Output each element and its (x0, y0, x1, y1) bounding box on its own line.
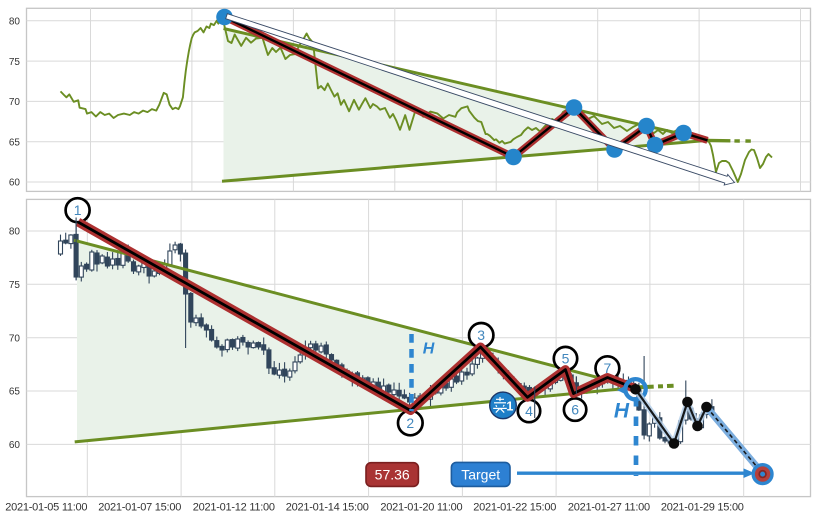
svg-text:75: 75 (9, 57, 21, 68)
svg-text:2021-01-14 15:00: 2021-01-14 15:00 (286, 502, 369, 514)
svg-text:6: 6 (571, 401, 579, 417)
svg-text:2: 2 (406, 415, 414, 431)
svg-text:1: 1 (506, 400, 513, 414)
svg-text:60: 60 (9, 440, 21, 451)
svg-text:H: H (423, 341, 435, 358)
svg-text:H: H (614, 400, 630, 423)
svg-text:65: 65 (9, 137, 21, 148)
svg-text:2021-01-22 15:00: 2021-01-22 15:00 (473, 502, 556, 514)
svg-text:2021-01-07 15:00: 2021-01-07 15:00 (98, 502, 181, 514)
svg-text:2021-01-05 11:00: 2021-01-05 11:00 (5, 502, 87, 514)
svg-text:2021-01-20 11:00: 2021-01-20 11:00 (380, 502, 462, 514)
svg-text:Target: Target (461, 467, 500, 483)
svg-text:3: 3 (477, 327, 485, 343)
svg-text:1: 1 (74, 202, 82, 218)
svg-text:75: 75 (9, 280, 21, 291)
svg-text:4: 4 (525, 403, 533, 419)
svg-text:5: 5 (562, 350, 570, 366)
svg-text:80: 80 (9, 17, 21, 28)
svg-text:2021-01-29 15:00: 2021-01-29 15:00 (661, 502, 744, 514)
svg-text:7: 7 (604, 360, 612, 376)
svg-text:2021-01-12 11:00: 2021-01-12 11:00 (193, 502, 275, 514)
svg-text:70: 70 (9, 333, 21, 344)
svg-text:80: 80 (9, 227, 21, 238)
svg-text:65: 65 (9, 387, 21, 398)
svg-text:70: 70 (9, 97, 21, 108)
svg-text:57.36: 57.36 (375, 467, 410, 483)
svg-text:60: 60 (9, 178, 21, 189)
svg-text:2021-01-27 11:00: 2021-01-27 11:00 (568, 502, 650, 514)
